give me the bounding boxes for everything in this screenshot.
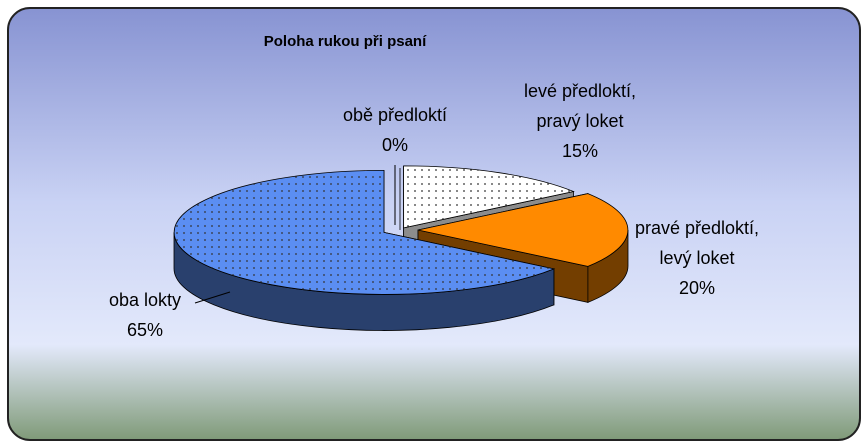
data-label: pravé předloktí, levý loket 20% xyxy=(622,213,772,303)
label-category: pravé předloktí, levý loket xyxy=(634,218,760,268)
chart-title: Poloha rukou při psaní xyxy=(264,33,427,50)
label-value: 0% xyxy=(381,135,408,155)
label-category: levé předloktí, pravý loket xyxy=(523,81,637,131)
data-label: obě předloktí 0% xyxy=(305,100,485,160)
label-value: 65% xyxy=(126,320,164,340)
label-value: 15% xyxy=(561,141,599,161)
data-label: levé předloktí, pravý loket 15% xyxy=(500,76,660,166)
label-category: obě předloktí xyxy=(342,105,448,125)
leader-line xyxy=(194,291,231,304)
pie xyxy=(173,165,629,331)
slice-pattern xyxy=(403,165,574,228)
label-category: oba lokty xyxy=(108,290,182,310)
label-value: 20% xyxy=(678,278,716,298)
slice xyxy=(417,193,629,267)
data-label: oba lokty 65% xyxy=(80,285,210,345)
slice-pattern xyxy=(174,170,554,295)
